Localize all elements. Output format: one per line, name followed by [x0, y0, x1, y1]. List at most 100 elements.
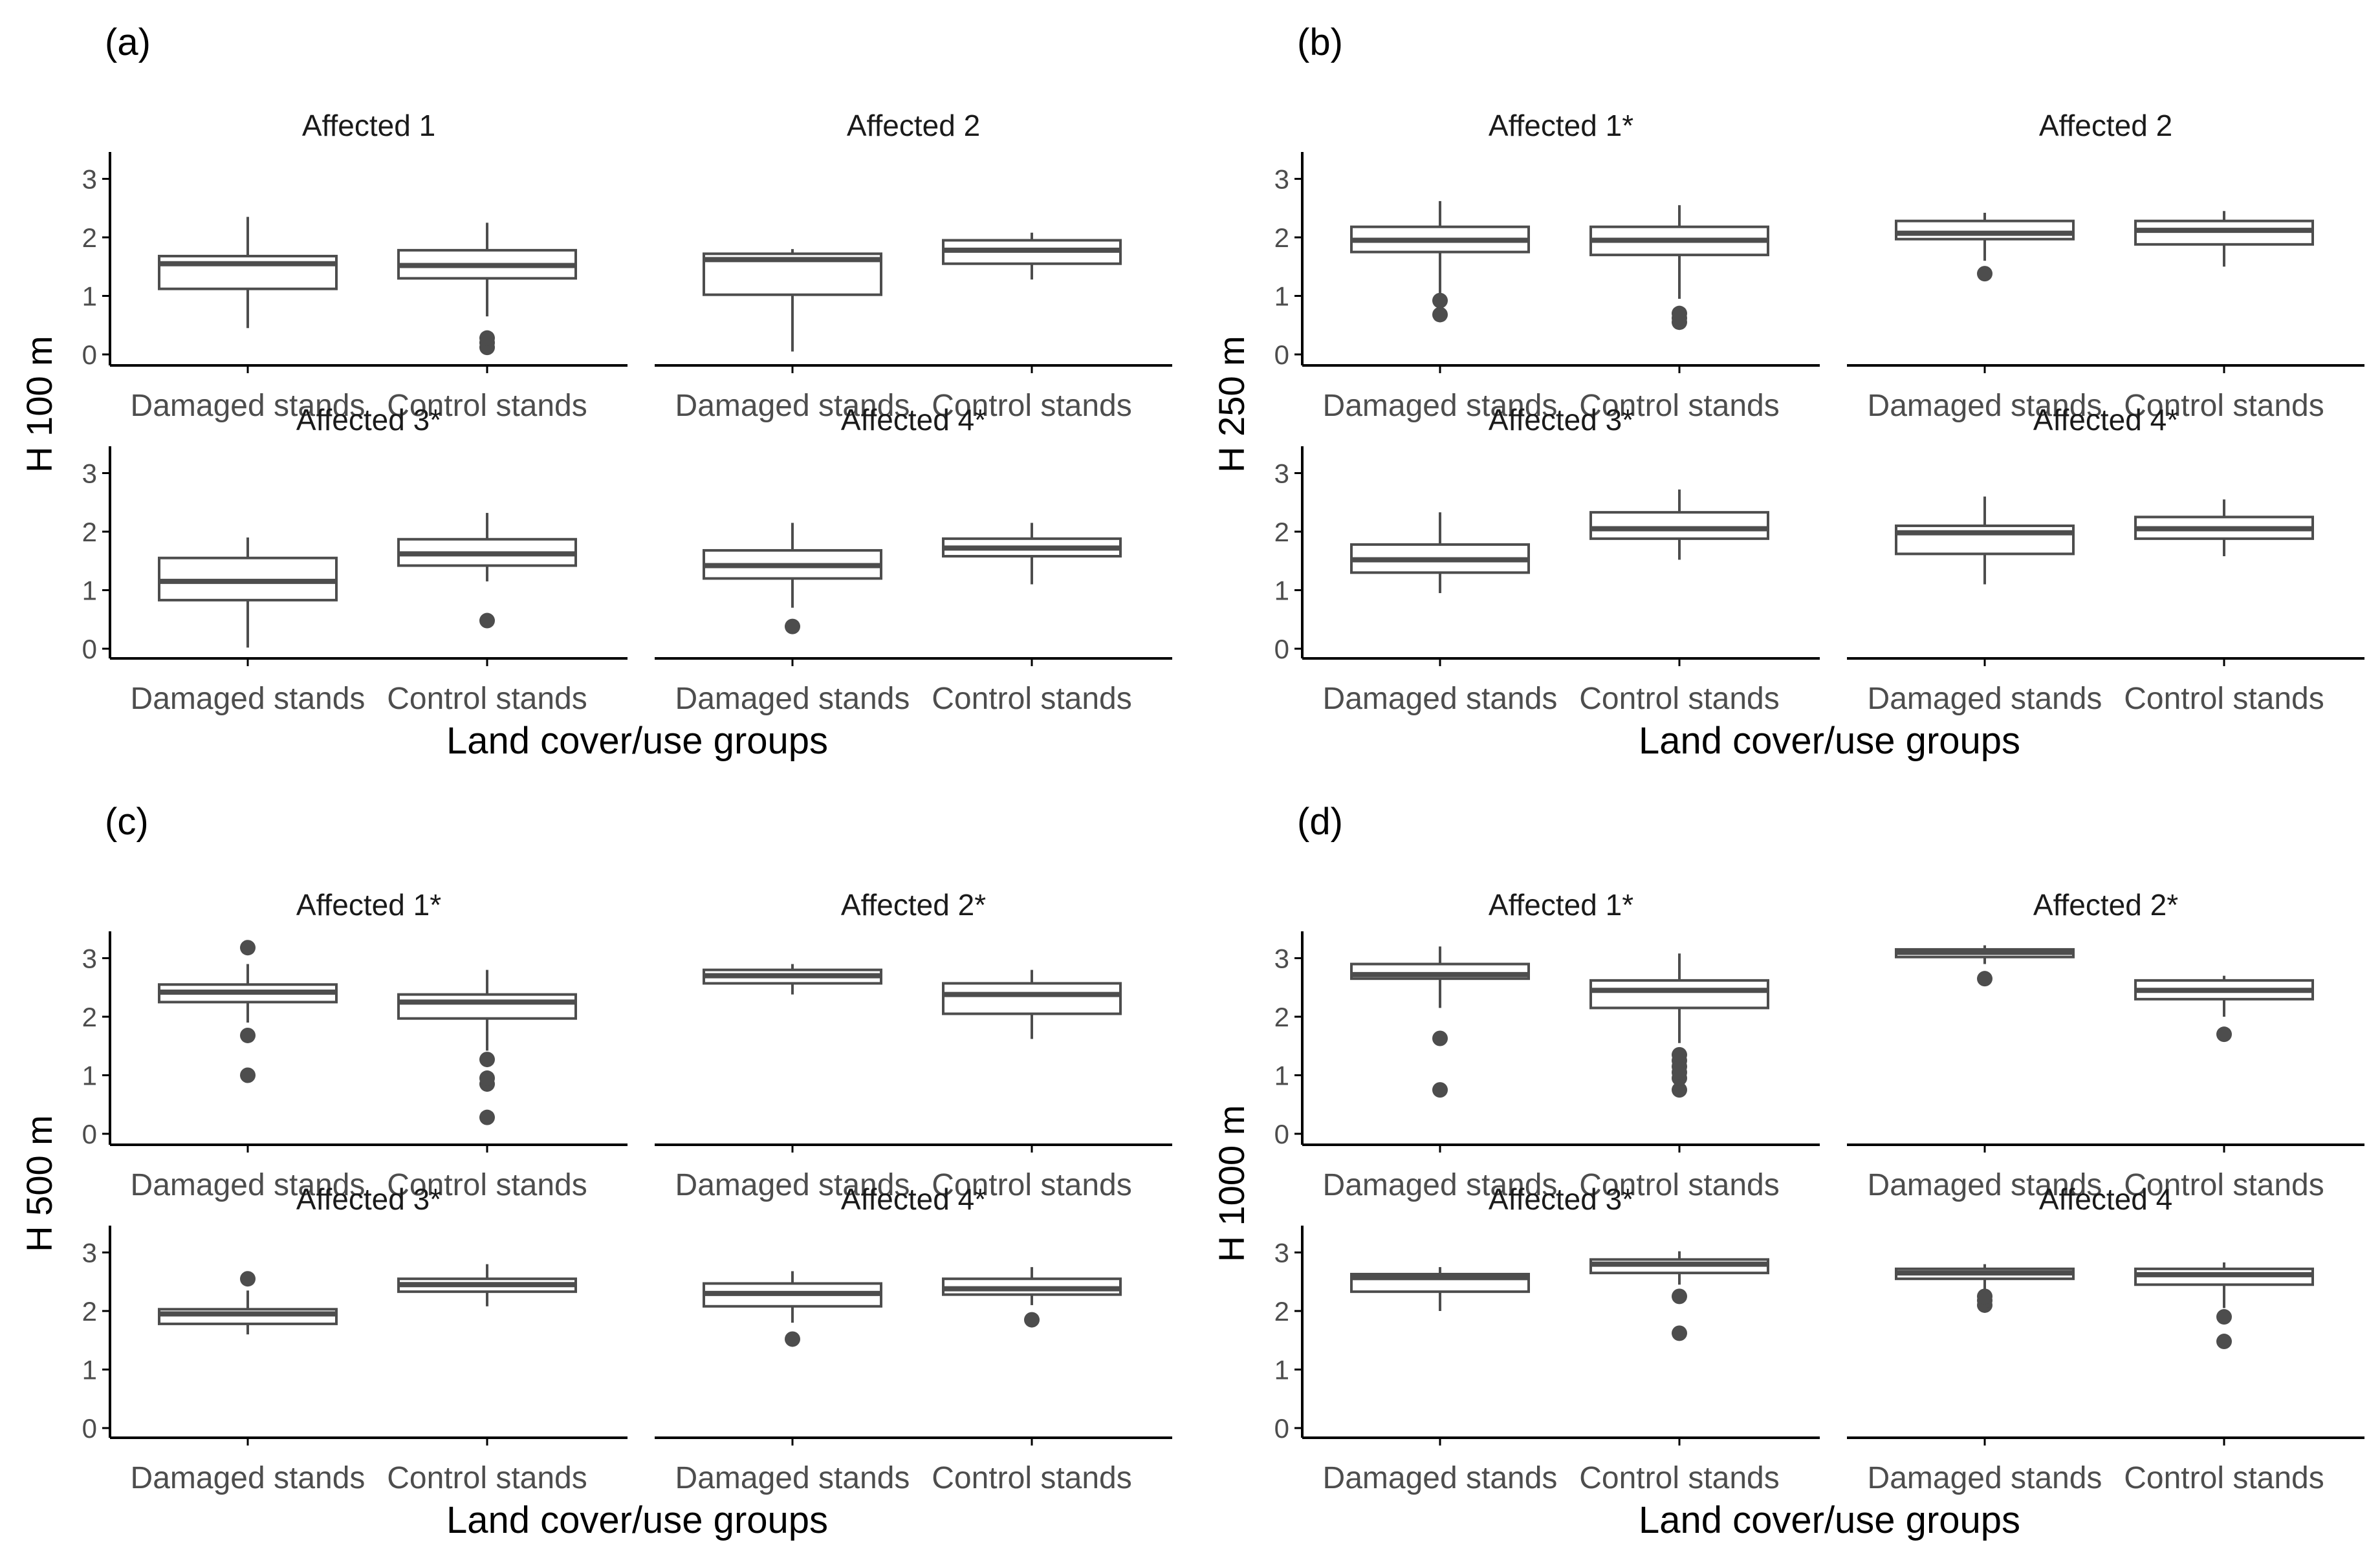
outlier-point [785, 618, 800, 634]
outlier-point [1977, 971, 1992, 987]
y-tick-label: 3 [82, 1238, 97, 1268]
outlier-point [1977, 266, 1992, 282]
outlier-point [1432, 1082, 1448, 1098]
x-tick-label: Control stands [2124, 1461, 2324, 1495]
y-tick-label: 3 [82, 459, 97, 489]
x-tick-label: Damaged stands [1868, 389, 2102, 423]
x-tick-label: Control stands [2124, 682, 2324, 716]
facet-title: Affected 1 [302, 109, 435, 142]
y-tick-label: 0 [82, 1119, 97, 1149]
box-iqr [1589, 979, 1769, 1010]
x-tick-label: Control stands [932, 682, 1132, 716]
facet-title: Affected 3* [296, 403, 441, 437]
outlier-point [2216, 1334, 2232, 1350]
outlier-point [2216, 1026, 2232, 1043]
x-tick-label: Control stands [387, 1168, 587, 1202]
outlier-point [240, 940, 256, 956]
y-axis-label: H 1000 m [1211, 1105, 1252, 1262]
outlier-point [1672, 1288, 1687, 1305]
outlier-point [240, 1027, 256, 1043]
panel-label: (a) [105, 21, 151, 63]
facet-title: Affected 2 [847, 109, 980, 142]
x-tick-label: Damaged stands [131, 1168, 366, 1202]
y-tick-label: 2 [1274, 1002, 1289, 1032]
facet-title: Affected 3* [296, 1182, 441, 1216]
y-tick-label: 0 [1274, 1119, 1289, 1149]
x-tick-label: Damaged stands [675, 682, 910, 716]
outlier-point [479, 612, 495, 629]
x-tick-label: Damaged stands [675, 389, 910, 423]
y-tick-label: 1 [82, 281, 97, 312]
y-tick-label: 0 [1274, 634, 1289, 664]
box-iqr [1895, 219, 2075, 241]
x-tick-label: Damaged stands [1868, 1168, 2102, 1202]
y-axis-label: H 500 m [19, 1115, 60, 1252]
x-tick-label: Control stands [387, 1461, 587, 1495]
facet-title: Affected 4* [2033, 403, 2178, 437]
facet-title: Affected 2 [2039, 109, 2172, 142]
y-tick-label: 2 [82, 1002, 97, 1032]
outlier-point [2216, 1309, 2232, 1325]
y-axis-label: H 100 m [19, 336, 60, 473]
panel-label: (d) [1297, 801, 1343, 843]
outlier-point [1672, 1325, 1687, 1341]
y-tick-label: 1 [1274, 576, 1289, 606]
y-tick-label: 0 [1274, 340, 1289, 370]
y-tick-label: 1 [1274, 1061, 1289, 1091]
outlier-point [1672, 1082, 1687, 1098]
outlier-point [479, 1070, 495, 1087]
x-tick-label: Damaged stands [131, 682, 366, 716]
x-tick-label: Damaged stands [1323, 1461, 1558, 1495]
y-tick-label: 2 [1274, 222, 1289, 253]
outlier-point [479, 1052, 495, 1068]
outlier-point [1672, 305, 1687, 321]
y-tick-label: 2 [82, 517, 97, 547]
x-tick-label: Control stands [2124, 389, 2324, 423]
x-tick-label: Control stands [387, 389, 587, 423]
x-tick-label: Control stands [932, 1168, 1132, 1202]
y-tick-label: 1 [82, 1061, 97, 1091]
x-tick-label: Damaged stands [1868, 682, 2102, 716]
y-tick-label: 3 [82, 944, 97, 974]
x-axis-label: Land cover/use groups [1639, 1499, 2020, 1541]
facet-title: Affected 4* [841, 403, 986, 437]
x-tick-label: Control stands [1579, 1168, 1780, 1202]
facet-title: Affected 2* [841, 888, 986, 922]
outlier-point [1672, 1046, 1687, 1063]
facet-title: Affected 3* [1489, 1182, 1633, 1216]
x-tick-label: Damaged stands [675, 1461, 910, 1495]
y-tick-label: 1 [1274, 281, 1289, 312]
y-tick-label: 1 [82, 576, 97, 606]
x-tick-label: Damaged stands [1868, 1461, 2102, 1495]
x-tick-label: Control stands [2124, 1168, 2324, 1202]
outlier-point [1432, 1030, 1448, 1046]
y-tick-label: 2 [1274, 1296, 1289, 1327]
y-tick-label: 3 [1274, 944, 1289, 974]
outlier-point [1432, 292, 1448, 309]
box-iqr [1589, 511, 1769, 540]
x-axis-label: Land cover/use groups [446, 1499, 828, 1541]
outlier-point [1432, 307, 1448, 323]
box-iqr [397, 993, 577, 1020]
panel-label: (c) [105, 801, 149, 843]
facet-title: Affected 1* [1489, 888, 1633, 922]
y-tick-label: 0 [82, 340, 97, 370]
y-tick-label: 0 [1274, 1413, 1289, 1444]
x-tick-label: Damaged stands [1323, 389, 1558, 423]
x-axis-label: Land cover/use groups [446, 720, 828, 762]
y-tick-label: 2 [1274, 517, 1289, 547]
facet-title: Affected 4 [2039, 1182, 2172, 1216]
panel-label: (b) [1297, 21, 1343, 63]
box-iqr [942, 982, 1122, 1015]
facet-title: Affected 1* [1489, 109, 1633, 142]
facet-title: Affected 2* [2033, 888, 2178, 922]
x-tick-label: Damaged stands [1323, 682, 1558, 716]
y-tick-label: 1 [1274, 1355, 1289, 1385]
x-tick-label: Control stands [1579, 389, 1780, 423]
y-tick-label: 3 [82, 164, 97, 195]
y-tick-label: 3 [1274, 1238, 1289, 1268]
x-tick-label: Damaged stands [1323, 1168, 1558, 1202]
y-tick-label: 1 [82, 1355, 97, 1385]
x-tick-label: Damaged stands [675, 1168, 910, 1202]
